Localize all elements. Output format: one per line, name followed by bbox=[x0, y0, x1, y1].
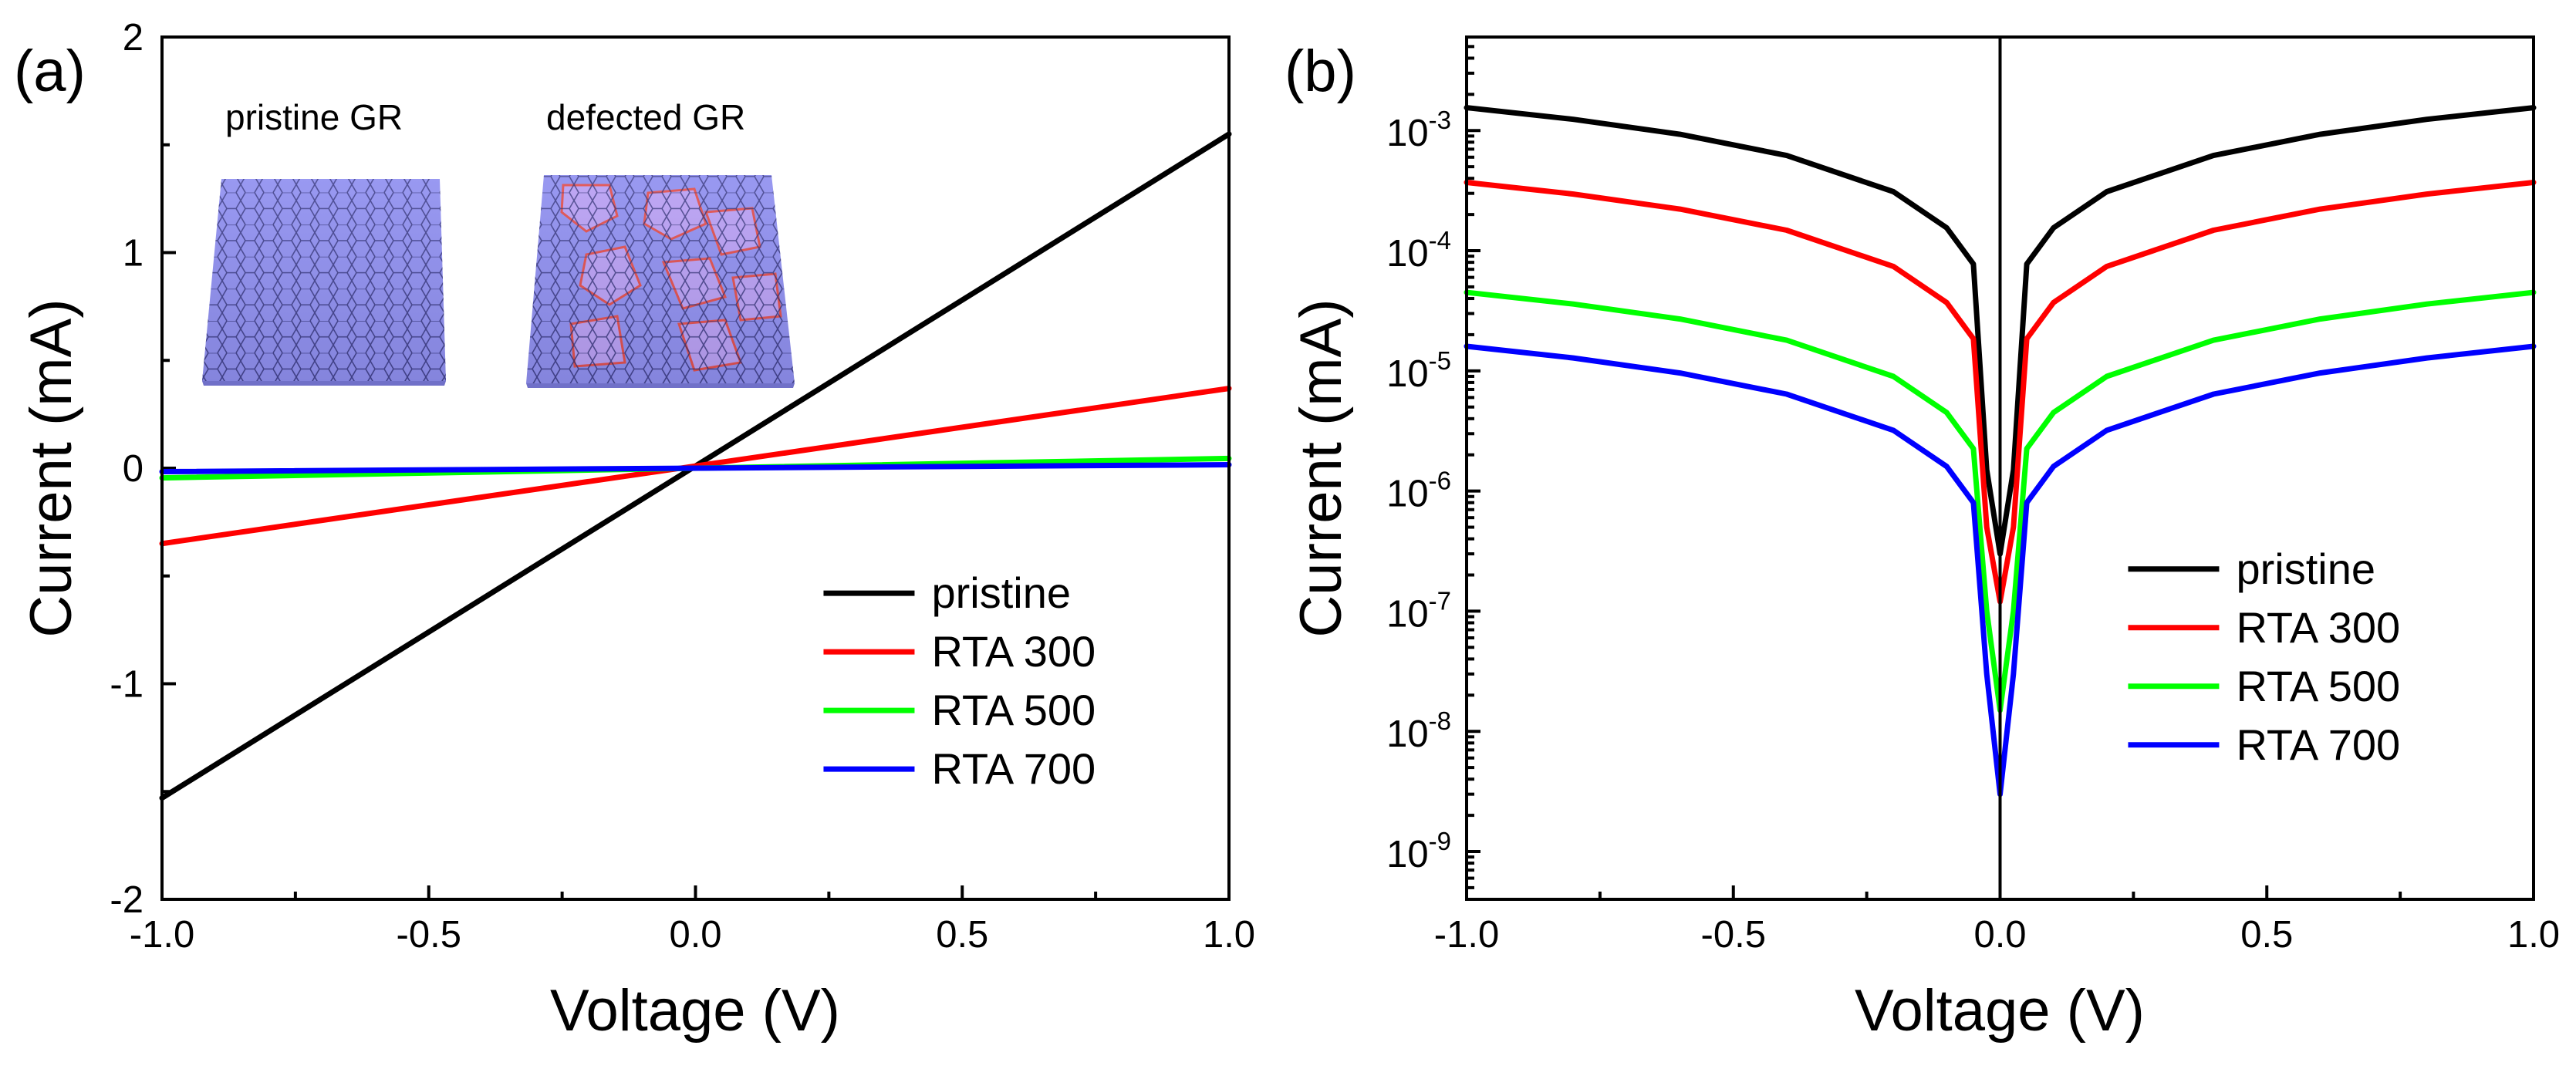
panel-a-x-axis-label: Voltage (V) bbox=[550, 978, 840, 1044]
panel-a-legend-label-pristine: pristine bbox=[931, 568, 1071, 617]
panel-b-legend-label-rta-500: RTA 500 bbox=[2236, 662, 2400, 710]
panel-b-x-tick-label: -1.0 bbox=[1434, 914, 1499, 956]
panel-b-frame bbox=[1465, 35, 2535, 901]
pristine-graphene-sheet bbox=[202, 179, 446, 386]
panel-b-y-tick-label: 10-6 bbox=[1386, 467, 1451, 515]
panel-b-legend: pristine RTA 300 RTA 500 RTA 700 bbox=[2128, 545, 2400, 769]
panel-b-x-tick-label: 0.0 bbox=[1973, 914, 2026, 956]
panel-a-series-rta-700 bbox=[159, 462, 1232, 474]
panel-b-y-tick-label: 10-7 bbox=[1386, 586, 1451, 635]
panel-b-legend-label-rta-300: RTA 300 bbox=[2236, 603, 2400, 652]
panel-b-y-axis-label: Current (mA) bbox=[1288, 298, 1354, 637]
panel-a-legend-label-rta-700: RTA 700 bbox=[931, 744, 1096, 793]
inset-label-defected: defected GR bbox=[546, 97, 745, 137]
panel-a-y-axis-label: Current (mA) bbox=[19, 298, 84, 637]
panel-a-x-ticks: -1.0 -0.5 0.0 0.5 1.0 bbox=[130, 885, 1255, 956]
panel-b-legend-label-pristine: pristine bbox=[2236, 545, 2375, 593]
panel-a-label: (a) bbox=[14, 39, 86, 104]
panel-a-frame bbox=[160, 35, 1231, 901]
panel-a-chart: (a) -1.0 -0.5 0.0 0.5 1.0 -2 -1 0 1 2 pristine G… bbox=[14, 17, 1255, 1044]
panel-b-y-tick-label: 10-3 bbox=[1386, 106, 1451, 154]
graphene-inset: pristine GR defected GR bbox=[202, 97, 795, 388]
panel-a-x-tick-label: 0.0 bbox=[669, 914, 721, 956]
panel-b-legend-label-rta-700: RTA 700 bbox=[2236, 720, 2400, 769]
panel-a-y-tick-label: -2 bbox=[110, 879, 143, 921]
panel-a-legend: pristine RTA 300 RTA 500 RTA 700 bbox=[823, 568, 1096, 793]
panel-a-x-tick-label: 0.5 bbox=[936, 914, 988, 956]
panel-a-y-tick-label: -1 bbox=[110, 664, 143, 706]
panel-b-x-ticks: -1.0 -0.5 0.0 0.5 1.0 bbox=[1434, 885, 2560, 956]
panel-b-x-tick-label: -0.5 bbox=[1701, 914, 1766, 956]
panel-a-y-tick-label: 0 bbox=[123, 448, 143, 490]
panel-b-y-tick-label: 10-8 bbox=[1386, 706, 1451, 755]
panel-b-x-axis-label: Voltage (V) bbox=[1855, 978, 2145, 1044]
panel-b-chart: (b) -1.0 -0.5 0.0 0.5 1.0 10-3 10-4 10-5 10-6 10… bbox=[1285, 35, 2560, 1044]
panel-a-x-tick-label: 1.0 bbox=[1203, 914, 1255, 956]
panel-b-label: (b) bbox=[1285, 39, 1356, 104]
panel-a-y-tick-label: 1 bbox=[123, 233, 143, 275]
inset-label-pristine: pristine GR bbox=[225, 97, 403, 137]
panel-a-x-tick-label: -0.5 bbox=[397, 914, 461, 956]
panel-b-x-tick-label: 0.5 bbox=[2240, 914, 2293, 956]
panel-b-y-tick-label: 10-4 bbox=[1386, 226, 1451, 275]
defected-graphene-sheet bbox=[526, 175, 795, 388]
panel-a-x-tick-label: -1.0 bbox=[130, 914, 194, 956]
panel-b-y-tick-label: 10-9 bbox=[1386, 827, 1451, 875]
panel-a-legend-label-rta-300: RTA 300 bbox=[931, 627, 1096, 676]
panel-b-y-tick-label: 10-5 bbox=[1386, 346, 1451, 395]
panel-b-x-tick-label: 1.0 bbox=[2507, 914, 2560, 956]
panel-a-y-tick-label: 2 bbox=[123, 17, 143, 59]
panel-a-legend-label-rta-500: RTA 500 bbox=[931, 686, 1096, 734]
panel-a-series bbox=[159, 131, 1232, 801]
